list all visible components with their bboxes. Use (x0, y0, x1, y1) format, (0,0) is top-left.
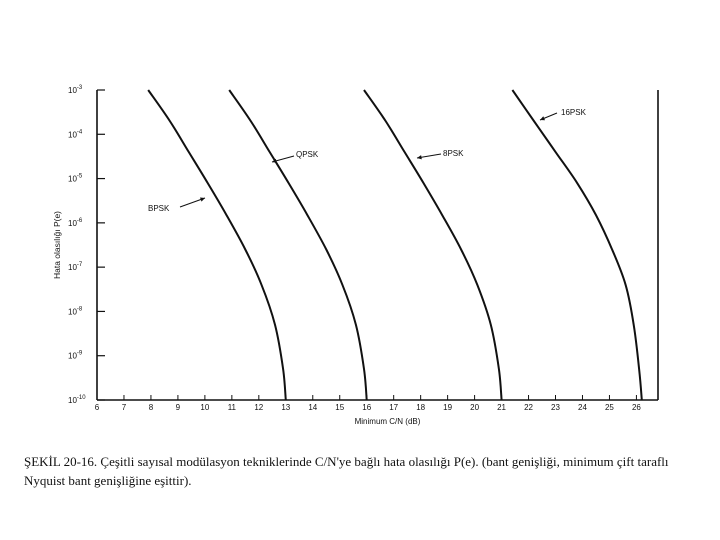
x-tick-label: 21 (497, 403, 506, 412)
x-tick-label: 20 (470, 403, 479, 412)
x-tick-label: 16 (362, 403, 371, 412)
annotation-label-16psk: 16PSK (561, 108, 587, 117)
series-lines (147, 89, 643, 401)
series-line-bpsk (147, 89, 287, 401)
plot-frame (96, 90, 659, 401)
y-axis-ticks: 10-3 10-4 10-5 10-6 10-7 10-8 10-9 10-10 (68, 85, 105, 405)
x-tick-label: 6 (95, 403, 100, 412)
x-tick-label: 15 (335, 403, 344, 412)
y-tick-label: 10-3 (68, 85, 83, 95)
x-tick-label: 26 (632, 403, 641, 412)
annotation-arrowhead-16psk (540, 116, 545, 121)
annotation-label-bpsk: BPSK (148, 204, 170, 213)
y-tick-label: 10-8 (68, 306, 83, 316)
x-axis-ticks: 6 7 8 9 10 11 12 13 14 15 16 17 18 19 20 21 22 23 24 25 26 (95, 395, 641, 412)
annotation-label-qpsk: QPSK (296, 150, 319, 159)
y-axis-label: Hata olasılığı P(e) (52, 211, 62, 279)
x-tick-label: 9 (176, 403, 181, 412)
series-line-16psk (511, 89, 643, 401)
y-tick-label: 10-5 (68, 174, 83, 184)
y-tick-label: 10-9 (68, 351, 83, 361)
x-tick-label: 25 (605, 403, 614, 412)
annotation-arrowhead-8psk (417, 155, 422, 160)
annotation-arrowhead-qpsk (272, 158, 277, 163)
annotation-label-8psk: 8PSK (443, 149, 464, 158)
x-tick-label: 23 (551, 403, 560, 412)
x-tick-label: 22 (524, 403, 533, 412)
x-tick-label: 11 (228, 403, 237, 412)
x-tick-label: 13 (281, 403, 290, 412)
series-annotations: 16PSK 8PSK QPSK BPSK (148, 108, 587, 213)
x-tick-label: 10 (200, 403, 209, 412)
x-tick-label: 8 (149, 403, 154, 412)
y-tick-label: 10-4 (68, 129, 83, 139)
y-tick-label: 10-7 (68, 262, 83, 272)
figure-caption: ŞEKİL 20-16. Çeşitli sayısal modülasyon … (24, 454, 669, 488)
x-tick-label: 17 (389, 403, 398, 412)
annotation-arrowhead-bpsk (200, 197, 205, 202)
series-line-qpsk (228, 89, 368, 401)
y-tick-label: 10-6 (68, 218, 83, 228)
x-axis-label: Minimum C/N (dB) (355, 417, 421, 426)
x-tick-label: 14 (308, 403, 317, 412)
x-tick-label: 7 (122, 403, 127, 412)
y-tick-label: 10-10 (68, 395, 86, 405)
x-tick-label: 24 (578, 403, 587, 412)
series-line-8psk (363, 89, 503, 401)
x-tick-label: 12 (254, 403, 263, 412)
x-tick-label: 19 (443, 403, 452, 412)
x-tick-label: 18 (416, 403, 425, 412)
